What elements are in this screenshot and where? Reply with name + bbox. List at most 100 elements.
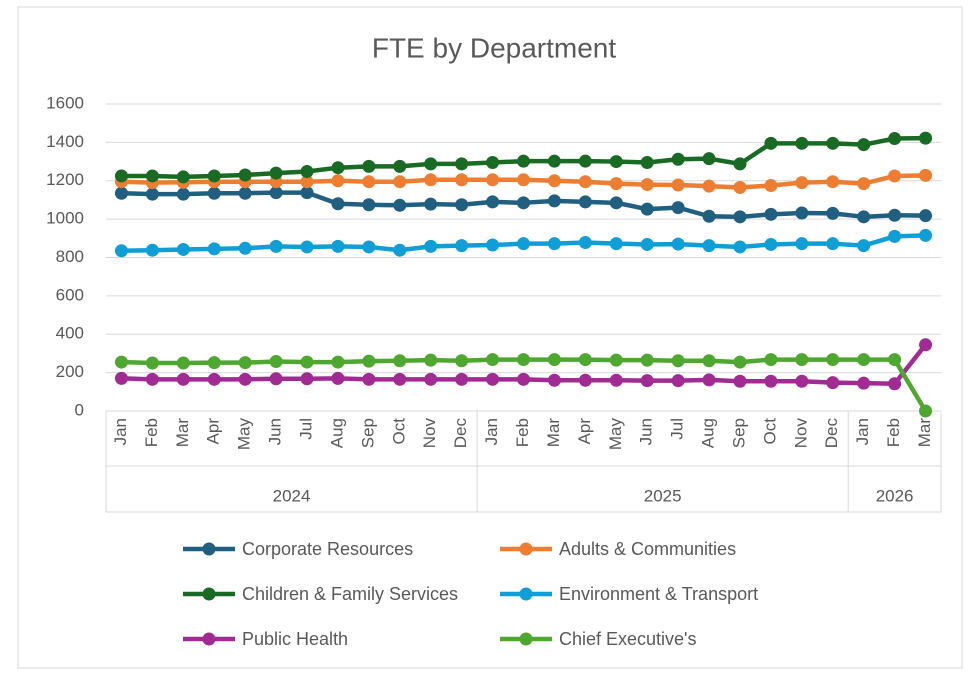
data-point [609,196,623,210]
legend-label: Adults & Communities [559,539,736,559]
data-point [733,374,747,388]
data-point [145,243,159,257]
data-point [547,174,561,188]
y-tick-label: 1400 [46,132,84,151]
data-point [609,353,623,367]
data-point [455,239,469,253]
data-point [578,154,592,168]
data-point [826,376,840,390]
data-point [393,198,407,212]
data-point [826,353,840,367]
data-point [826,237,840,251]
data-point [702,209,716,223]
data-point [114,355,128,369]
data-point [362,372,376,386]
legend-swatch [202,587,216,601]
data-point [826,175,840,189]
x-tick-label: Jan [482,418,501,445]
x-tick-label: Aug [327,418,346,448]
y-tick-label: 0 [75,400,84,419]
data-point [424,372,438,386]
data-point [455,173,469,187]
data-point [207,356,221,370]
x-tick-label: Aug [699,418,718,448]
data-point [733,180,747,194]
y-tick-label: 200 [56,362,84,381]
data-point [671,178,685,192]
data-point [238,356,252,370]
data-point [455,372,469,386]
data-point [888,208,902,222]
data-point [609,237,623,251]
data-point [238,186,252,200]
x-tick-label: Feb [513,418,532,447]
data-point [269,186,283,200]
x-group-label: 2025 [644,486,682,505]
data-point [702,179,716,193]
x-tick-label: Apr [204,418,223,445]
data-point [486,238,500,252]
data-point [114,186,128,200]
data-point [888,229,902,243]
data-point [424,157,438,171]
data-point [857,239,871,253]
x-tick-label: Sep [729,418,748,448]
data-point [331,197,345,211]
legend-swatch [519,542,533,556]
legend-label: Chief Executive's [559,629,697,649]
data-point [269,372,283,386]
data-point [145,169,159,183]
x-tick-label: Mar [173,418,192,448]
data-point [114,244,128,258]
data-point [578,195,592,209]
data-point [424,239,438,253]
data-point [888,377,902,391]
x-tick-label: Nov [791,418,810,449]
x-tick-label: Nov [420,418,439,449]
x-tick-label: Feb [142,418,161,447]
data-point [486,156,500,170]
data-point [269,239,283,253]
data-point [671,152,685,166]
data-point [702,152,716,166]
data-point [795,374,809,388]
data-point [857,353,871,367]
data-point [145,356,159,370]
data-point [331,355,345,369]
data-point [331,161,345,175]
data-point [517,154,530,168]
data-point [300,165,314,179]
data-point [671,201,685,215]
data-point [578,353,592,367]
data-point [300,186,314,200]
data-point [919,228,933,242]
x-tick-label: Oct [389,418,408,445]
legend-label: Environment & Transport [559,584,758,604]
data-point [764,237,778,251]
data-point [424,353,438,367]
data-point [331,239,345,253]
data-point [547,237,561,251]
y-tick-label: 1200 [46,170,84,189]
y-tick-label: 400 [56,324,84,343]
data-point [362,159,376,173]
data-point [331,371,345,385]
chart-frame [17,6,963,669]
x-tick-label: Dec [451,418,470,449]
data-point [764,353,778,367]
data-point [207,169,221,183]
data-point [919,338,933,352]
data-point [578,373,592,387]
data-point [517,237,530,251]
data-point [919,168,933,182]
data-point [393,372,407,386]
data-point [764,374,778,388]
data-point [176,242,190,256]
y-tick-label: 1000 [46,209,84,228]
data-point [640,178,654,192]
x-tick-label: Jul [297,418,316,440]
x-tick-label: Jul [668,418,687,440]
x-tick-label: Jun [266,418,285,445]
data-point [455,198,469,212]
data-point [455,157,469,171]
